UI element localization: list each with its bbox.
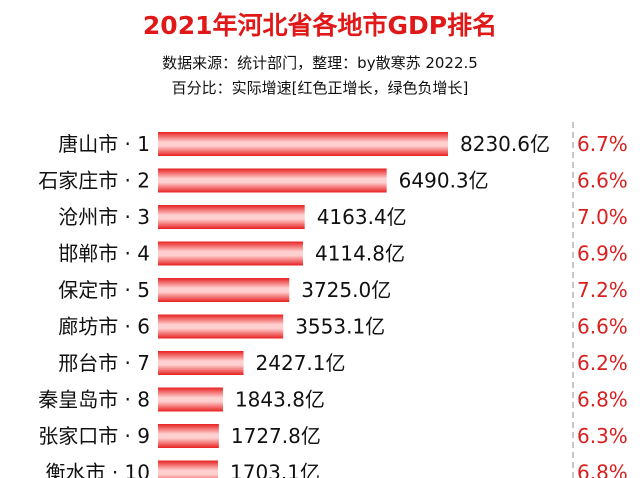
growth-label: 6.6% (577, 315, 628, 339)
bar (158, 460, 219, 478)
note-line: 百分比：实际增速[红色正增长，绿色负增长] (171, 79, 469, 97)
bar (158, 387, 223, 412)
bar (158, 351, 244, 375)
value-label: 3553.1亿 (295, 315, 385, 339)
growth-divider (572, 122, 574, 478)
value-label: 3725.0亿 (301, 278, 391, 302)
value-label: 2427.1亿 (256, 351, 346, 375)
growth-label: 6.9% (577, 242, 628, 266)
category-label: 唐山市 · 1 (58, 132, 150, 156)
bar (158, 314, 284, 339)
bar (158, 278, 290, 302)
bar (158, 205, 305, 229)
value-label: 1843.8亿 (235, 388, 325, 412)
value-label: 1727.8亿 (231, 424, 321, 448)
source-line: 数据来源：统计部门，整理：by散寒苏 2022.5 (162, 54, 478, 72)
growth-label: 6.3% (577, 424, 628, 448)
bar (158, 168, 387, 193)
value-label: 1703.1亿 (230, 461, 320, 478)
bar (158, 424, 219, 448)
growth-label: 6.2% (577, 351, 628, 375)
category-label: 秦皇岛市 · 8 (38, 388, 150, 412)
growth-label: 7.2% (577, 278, 628, 302)
category-label: 邢台市 · 7 (58, 351, 150, 375)
category-label: 衡水市 · 10 (45, 461, 150, 478)
value-label: 4163.4亿 (317, 205, 407, 229)
category-label: 廊坊市 · 6 (58, 315, 150, 339)
value-label: 4114.8亿 (315, 242, 405, 266)
category-label: 石家庄市 · 2 (38, 169, 150, 193)
growth-label: 6.8% (577, 388, 628, 412)
category-label: 沧州市 · 3 (58, 205, 150, 229)
value-label: 8230.6亿 (460, 132, 550, 156)
bar (158, 241, 303, 266)
chart-title: 2021年河北省各地市GDP排名 (142, 11, 498, 40)
value-label: 6490.3亿 (399, 169, 489, 193)
category-label: 邯郸市 · 4 (58, 242, 150, 266)
growth-label: 7.0% (577, 205, 628, 229)
growth-label: 6.6% (577, 169, 628, 193)
category-label: 张家口市 · 9 (38, 424, 150, 448)
category-label: 保定市 · 5 (58, 278, 150, 302)
bar (158, 132, 448, 156)
growth-label: 6.8% (577, 461, 628, 478)
growth-label: 6.7% (577, 132, 628, 156)
